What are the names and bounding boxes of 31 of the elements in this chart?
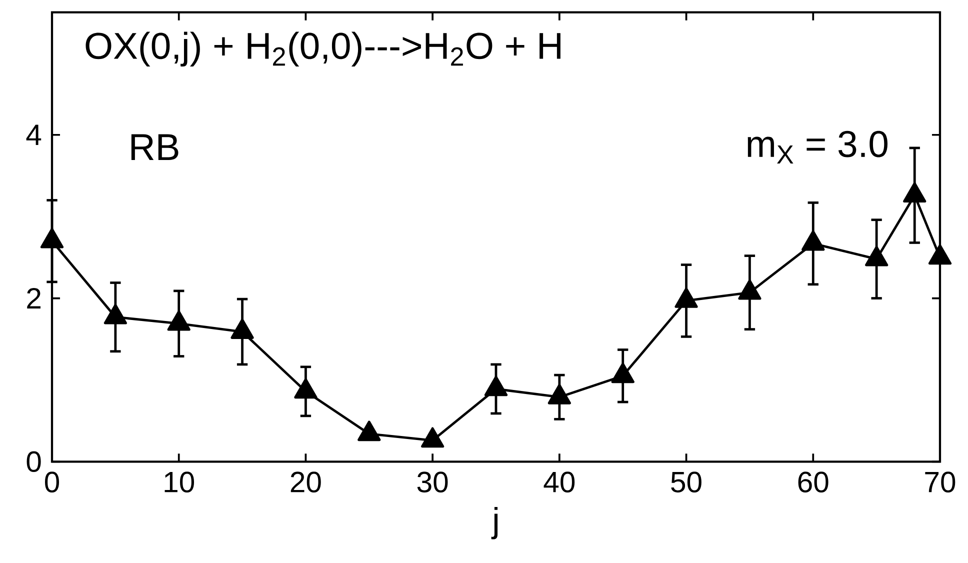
y-tick-label: 2 xyxy=(27,288,40,309)
point xyxy=(611,362,634,384)
y-tick-label: 4 xyxy=(26,124,42,145)
point xyxy=(674,288,698,308)
x-tick-label: 50 xyxy=(671,472,702,492)
x-tick-label: 70 xyxy=(925,472,956,492)
annotation: m$_{X}$ = 3.0 xyxy=(748,130,888,164)
annotation: RB xyxy=(131,134,178,160)
point xyxy=(420,427,444,448)
x-tick-label: 20 xyxy=(290,472,321,492)
x-tick-label: 60 xyxy=(798,472,828,492)
y-tick-label: 0 xyxy=(26,451,41,472)
point xyxy=(548,384,572,404)
point xyxy=(167,310,190,331)
x-tick-label: 0 xyxy=(45,472,60,492)
point xyxy=(484,376,508,396)
x-tick-label: 10 xyxy=(164,472,194,492)
point xyxy=(40,228,64,248)
x-tick-label: 30 xyxy=(417,472,448,492)
point xyxy=(230,318,254,339)
x-axis-title: j xyxy=(491,506,498,540)
point xyxy=(104,304,128,324)
point xyxy=(738,279,762,300)
point xyxy=(802,230,825,251)
point xyxy=(903,182,926,203)
annotation: OX(0,j) + H$_{2}$(0,0)--->H$_{2}$O + H xyxy=(86,32,560,66)
point xyxy=(864,246,888,266)
point xyxy=(358,420,381,442)
point xyxy=(928,244,952,265)
point xyxy=(294,378,318,399)
x-tick-label: 40 xyxy=(544,472,575,492)
